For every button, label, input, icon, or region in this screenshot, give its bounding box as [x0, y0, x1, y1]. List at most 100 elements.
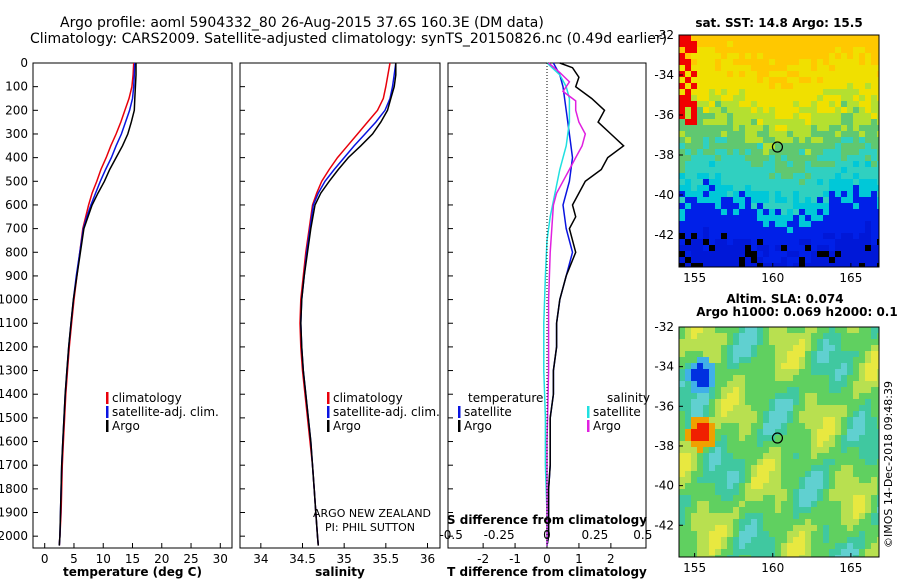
sla-map-heatmap-cell — [835, 495, 841, 501]
sst-map-heatmap-cell — [739, 155, 745, 161]
sst-map-heatmap-cell — [769, 83, 775, 89]
sst-map-heatmap-cell — [691, 107, 697, 113]
sla-map-heatmap-cell — [679, 357, 685, 363]
sla-map-heatmap-cell — [769, 411, 775, 417]
sla-map-heatmap-cell — [781, 543, 787, 549]
sla-map-heatmap-cell — [799, 387, 805, 393]
sst-map-heatmap-cell — [811, 257, 817, 263]
sla-map-heatmap-cell — [703, 555, 709, 557]
sla-map-heatmap-cell — [865, 501, 871, 507]
sla-map-heatmap-cell — [709, 477, 715, 483]
sla-map-heatmap-cell — [805, 537, 811, 543]
sst-map-heatmap-cell — [871, 239, 877, 245]
sla-map-heatmap-cell — [727, 459, 733, 465]
sla-map-heatmap-cell — [871, 333, 877, 339]
sla-map-heatmap-cell — [727, 435, 733, 441]
sla-map-heatmap-cell — [769, 453, 775, 459]
sla-map-heatmap-cell — [703, 417, 709, 423]
sla-map-heatmap-cell — [859, 351, 865, 357]
sst-map-heatmap-cell — [781, 251, 787, 257]
sla-map-heatmap-cell — [787, 333, 793, 339]
sst-map-heatmap-cell — [703, 59, 709, 65]
sst-map-heatmap-cell — [721, 197, 727, 203]
sst-map-heatmap-cell — [733, 209, 739, 215]
sla-map-heatmap-cell — [805, 483, 811, 489]
sla-map-heatmap-cell — [763, 525, 769, 531]
sst-map-heatmap-cell — [811, 41, 817, 47]
sla-map-heatmap-cell — [739, 471, 745, 477]
sla-map-heatmap-cell — [841, 399, 847, 405]
sst-map-heatmap-cell — [811, 227, 817, 233]
sla-map-heatmap-cell — [703, 501, 709, 507]
salinity-xtick-label: 35.5 — [372, 552, 399, 566]
sla-map-heatmap-cell — [745, 471, 751, 477]
sst-map-heatmap-cell — [835, 95, 841, 101]
sst-map-heatmap-cell — [811, 233, 817, 239]
sla-map-heatmap-cell — [751, 423, 757, 429]
sst-map-heatmap-cell — [763, 83, 769, 89]
sla-map-heatmap-cell — [847, 525, 853, 531]
sla-map-heatmap-cell — [859, 417, 865, 423]
sst-map-heatmap-cell — [823, 143, 829, 149]
sla-map-heatmap-cell — [793, 351, 799, 357]
sla-map-heatmap-cell — [727, 513, 733, 519]
sst-map-heatmap-cell — [853, 53, 859, 59]
sst-map-heatmap-cell — [775, 173, 781, 179]
sst-map-heatmap-cell — [829, 143, 835, 149]
sst-map-heatmap-cell — [829, 107, 835, 113]
sla-map-heatmap-cell — [787, 387, 793, 393]
temperature-ytick-label: 100 — [5, 80, 28, 94]
sla-map-heatmap-cell — [709, 381, 715, 387]
sla-map-heatmap-cell — [709, 495, 715, 501]
sla-map-heatmap-cell — [739, 519, 745, 525]
sla-map-heatmap-cell — [763, 465, 769, 471]
sst-map-heatmap-cell — [739, 245, 745, 251]
sst-map-heatmap-cell — [685, 83, 691, 89]
sst-map-heatmap-cell — [847, 47, 853, 53]
sla-map-heatmap-cell — [685, 513, 691, 519]
sla-map-heatmap-cell — [751, 513, 757, 519]
sst-map-heatmap-cell — [745, 35, 751, 41]
sst-map-heatmap-cell — [865, 77, 871, 83]
sla-map-heatmap-cell — [793, 507, 799, 513]
sst-map-heatmap-cell — [811, 77, 817, 83]
sla-map-heatmap-cell — [781, 435, 787, 441]
sst-map-heatmap-cell — [781, 77, 787, 83]
sla-map-heatmap-cell — [823, 345, 829, 351]
sst-map-heatmap-cell — [691, 227, 697, 233]
sla-map-heatmap-cell — [685, 471, 691, 477]
sla-map-heatmap-cell — [805, 387, 811, 393]
sst-map-heatmap-cell — [805, 245, 811, 251]
sla-map-heatmap-cell — [799, 507, 805, 513]
sst-map-heatmap-cell — [871, 221, 877, 227]
sla-map-heatmap-cell — [733, 525, 739, 531]
sla-map-heatmap-cell — [745, 339, 751, 345]
temperature-xtick-label: 20 — [154, 552, 169, 566]
sst-map-heatmap-cell — [859, 35, 865, 41]
sla-map-heatmap-cell — [721, 483, 727, 489]
sst-map-heatmap-cell — [871, 131, 877, 137]
sst-map-heatmap-cell — [871, 137, 877, 143]
sla-map-heatmap-cell — [877, 435, 879, 441]
sst-map-heatmap-cell — [691, 71, 697, 77]
sla-map-heatmap-cell — [757, 507, 763, 513]
sla-map-heatmap-cell — [793, 537, 799, 543]
sla-map-heatmap-cell — [685, 387, 691, 393]
sst-map-heatmap-cell — [817, 233, 823, 239]
sst-map-heatmap-cell — [715, 203, 721, 209]
temperature-ytick-label: 900 — [5, 269, 28, 283]
sla-map-heatmap-cell — [823, 489, 829, 495]
sla-map-heatmap-cell — [715, 327, 721, 333]
sla-map-heatmap-cell — [769, 513, 775, 519]
sst-map-heatmap-cell — [829, 71, 835, 77]
sla-map-heatmap-cell — [691, 537, 697, 543]
sla-map-heatmap-cell — [751, 531, 757, 537]
sla-map-heatmap-cell — [841, 537, 847, 543]
sst-map-heatmap-cell — [799, 149, 805, 155]
sst-map-heatmap-cell — [781, 221, 787, 227]
sst-map-heatmap-cell — [811, 137, 817, 143]
sla-map-heatmap-cell — [727, 393, 733, 399]
sst-map-heatmap-cell — [877, 179, 879, 185]
sla-map-heatmap-cell — [763, 357, 769, 363]
sst-map-heatmap-cell — [817, 245, 823, 251]
